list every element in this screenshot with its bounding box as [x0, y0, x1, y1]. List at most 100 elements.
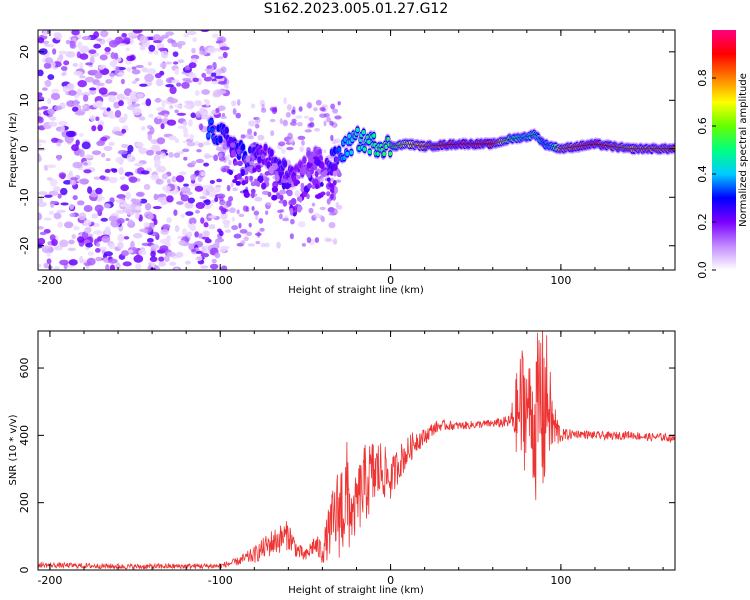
noise-blob [231, 225, 239, 231]
noise-blob [152, 34, 162, 42]
noise-blob [186, 30, 197, 36]
ridge-centerline [390, 133, 675, 150]
noise-blob [173, 209, 178, 216]
noise-blob [78, 212, 87, 221]
noise-blob [177, 59, 185, 63]
noise-blob [95, 242, 101, 247]
ridge-core [206, 133, 211, 139]
snr-ytick-label: 0 [18, 567, 31, 574]
noise-blob [76, 200, 85, 206]
noise-blob [306, 236, 312, 244]
noise-blob [184, 201, 194, 209]
noise-blob [265, 210, 269, 215]
noise-blob [122, 261, 132, 267]
noise-blob [255, 240, 261, 245]
noise-region [38, 30, 343, 270]
ridge-branch [228, 169, 234, 176]
noise-blob [330, 103, 336, 110]
noise-blob [79, 256, 84, 264]
noise-blob [214, 75, 224, 79]
ridge-branch [312, 178, 319, 186]
spectrogram-ytick-label: 10 [18, 93, 31, 107]
noise-blob [81, 104, 88, 110]
noise-blob [63, 180, 72, 185]
noise-blob [51, 238, 58, 247]
noise-blob [211, 72, 217, 77]
noise-blob [66, 83, 73, 89]
noise-blob [319, 176, 324, 183]
noise-blob [174, 225, 180, 233]
noise-blob [118, 43, 127, 47]
noise-blob [161, 185, 171, 192]
noise-blob [108, 141, 115, 146]
noise-blob [53, 245, 63, 251]
noise-blob [180, 186, 191, 194]
noise-blob [188, 119, 193, 127]
noise-blob [270, 130, 275, 137]
noise-blob [178, 171, 187, 176]
noise-blob [93, 31, 100, 39]
noise-blob [313, 212, 321, 219]
noise-blob [196, 148, 202, 153]
noise-blob [160, 123, 165, 130]
noise-blob [203, 205, 212, 210]
snr-xtick-label: 100 [550, 574, 571, 587]
noise-blob [208, 215, 217, 219]
noise-blob [141, 67, 149, 73]
noise-blob [126, 67, 132, 72]
ridge-branch [233, 160, 239, 166]
ridge-branch [236, 174, 242, 180]
snr-xtick-label: -100 [208, 574, 233, 587]
noise-blob [79, 178, 89, 185]
noise-blob [204, 199, 211, 206]
noise-blob [218, 56, 224, 60]
noise-blob [153, 193, 159, 201]
noise-blob [191, 47, 196, 54]
noise-blob [184, 100, 194, 105]
noise-blob [56, 209, 66, 214]
noise-blob [195, 256, 203, 262]
noise-blob [57, 221, 63, 228]
noise-blob [38, 92, 43, 97]
noise-blob [176, 201, 184, 205]
noise-blob [219, 115, 227, 120]
ridge-branch [314, 170, 319, 178]
noise-blob [219, 196, 224, 202]
noise-blob [150, 244, 160, 250]
noise-blob [146, 81, 153, 86]
noise-blob [107, 258, 118, 264]
spectrogram-xlabel: Height of straight line (km) [288, 285, 424, 296]
noise-blob [240, 134, 246, 139]
ridge-branch [244, 175, 249, 181]
colorbar-tick-label: 0.0 [696, 261, 709, 279]
noise-blob [121, 250, 129, 257]
noise-blob [323, 149, 327, 154]
chart-title: S162.2023.005.01.27.G12 [263, 1, 449, 17]
noise-blob [251, 206, 255, 211]
noise-blob [184, 65, 191, 71]
noise-blob [190, 173, 197, 181]
noise-blob [198, 50, 208, 56]
noise-blob [160, 201, 167, 206]
noise-blob [53, 185, 61, 192]
noise-blob [93, 43, 101, 49]
noise-blob [42, 139, 47, 144]
noise-blob [124, 96, 130, 101]
noise-blob [164, 255, 170, 262]
noise-blob [75, 139, 80, 147]
noise-blob [162, 223, 171, 230]
noise-blob [117, 233, 125, 242]
noise-blob [213, 154, 219, 162]
noise-blob [128, 176, 138, 183]
noise-blob [117, 72, 125, 76]
noise-blob [116, 209, 123, 214]
noise-blob [101, 152, 106, 158]
noise-blob [105, 79, 113, 84]
noise-blob [297, 135, 306, 141]
noise-blob [200, 217, 205, 224]
noise-blob [269, 106, 278, 112]
noise-blob [199, 107, 206, 115]
noise-blob [132, 30, 143, 34]
snr-frame [37, 330, 676, 571]
noise-blob [100, 30, 109, 38]
